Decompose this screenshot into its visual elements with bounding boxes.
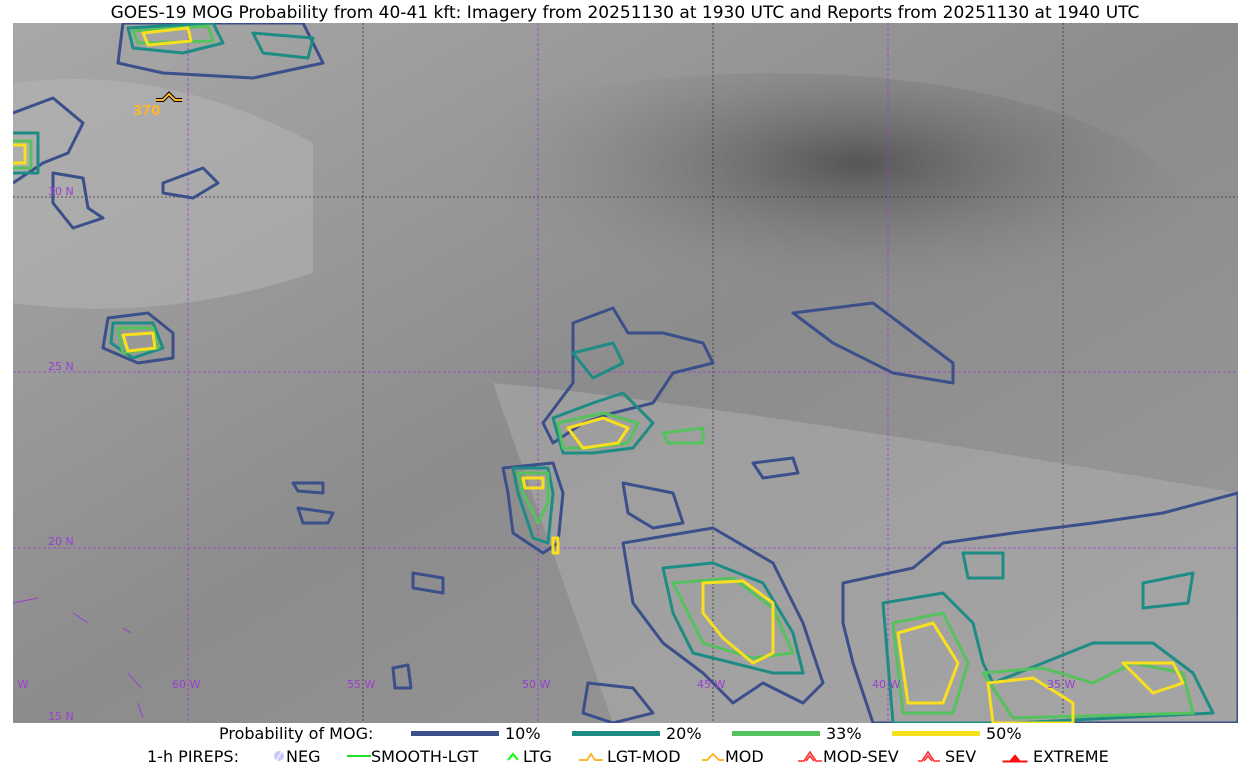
caret-icon: [507, 752, 519, 761]
legend-label: 10%: [505, 723, 541, 743]
lat-labels: 30 N 25 N 20 N 15 N: [48, 185, 74, 723]
lon-label: 65 W: [13, 678, 28, 691]
line-icon: [347, 755, 371, 757]
double-caret-icon: [918, 750, 940, 762]
legend-label: LTG: [523, 746, 552, 766]
pirep-item-mod-sev: MOD-SEV: [797, 747, 899, 766]
dry-air-region: [353, 73, 1193, 373]
legend-label: MOD: [725, 746, 764, 766]
pirep-item-lgt-mod: LGT-MOD: [578, 747, 681, 766]
legend-item-50: 50%: [892, 724, 1022, 743]
legend-label: 20%: [666, 723, 702, 743]
pirep-item-extreme: EXTREME: [1002, 747, 1109, 766]
lon-label: 40 W: [872, 678, 900, 691]
legend-label: 50%: [986, 723, 1022, 743]
legend-label: MOD-SEV: [823, 746, 899, 766]
pirep-altitude-label: 370: [133, 104, 160, 119]
line-swatch-icon: [411, 730, 499, 736]
lat-label: 15 N: [48, 710, 74, 723]
legend-label: NEG: [286, 746, 321, 766]
lon-label: 50 W: [522, 678, 550, 691]
legend-label: LGT-MOD: [607, 746, 681, 766]
legend-label: SMOOTH-LGT: [371, 746, 479, 766]
lat-label: 25 N: [48, 360, 74, 373]
chart-title: GOES-19 MOG Probability from 40-41 kft: …: [110, 3, 1140, 23]
double-caret-bar-icon: [798, 750, 822, 762]
pirep-item-neg: NEG: [272, 747, 320, 766]
lon-label: 45 W: [697, 678, 725, 691]
caret-bar-icon: [579, 752, 603, 761]
lat-label: 30 N: [48, 185, 74, 198]
lon-label: 60 W: [172, 678, 200, 691]
line-swatch-icon: [892, 730, 980, 736]
legend-item-10: 10%: [411, 724, 541, 743]
pirep-legend-label: 1-h PIREPS:: [147, 746, 239, 766]
lon-labels: 65 W 60 W 55 W 50 W 45 W 40 W 35 W: [13, 678, 1075, 691]
satellite-map: 370 30 N 25 N 20 N 15 N 65 W 60 W 55 W 5…: [13, 23, 1238, 723]
mog-contours: [13, 23, 1238, 723]
legend-label: SEV: [945, 746, 977, 766]
legend-label: EXTREME: [1033, 746, 1109, 766]
lat-lon-grid: [13, 23, 1238, 723]
lat-label: 20 N: [48, 535, 74, 548]
probability-legend-label: Probability of MOG:: [219, 723, 374, 743]
pirep-item-mod: MOD: [701, 747, 764, 766]
pirep-marker: 370: [133, 91, 182, 119]
pirep-item-sev: SEV: [917, 747, 976, 766]
pirep-item-smooth-lgt: SMOOTH-LGT: [347, 747, 478, 766]
caret-icon: [702, 752, 724, 761]
filled-caret-icon: [1002, 754, 1028, 763]
neg-icon: [274, 750, 284, 762]
line-swatch-icon: [572, 730, 660, 736]
line-swatch-icon: [732, 730, 820, 736]
pirep-item-ltg: LTG: [506, 747, 552, 766]
legend-item-33: 33%: [732, 724, 862, 743]
lon-label: 35 W: [1047, 678, 1075, 691]
legend-item-20: 20%: [572, 724, 702, 743]
legend-label: 33%: [826, 723, 862, 743]
lon-label: 55 W: [347, 678, 375, 691]
